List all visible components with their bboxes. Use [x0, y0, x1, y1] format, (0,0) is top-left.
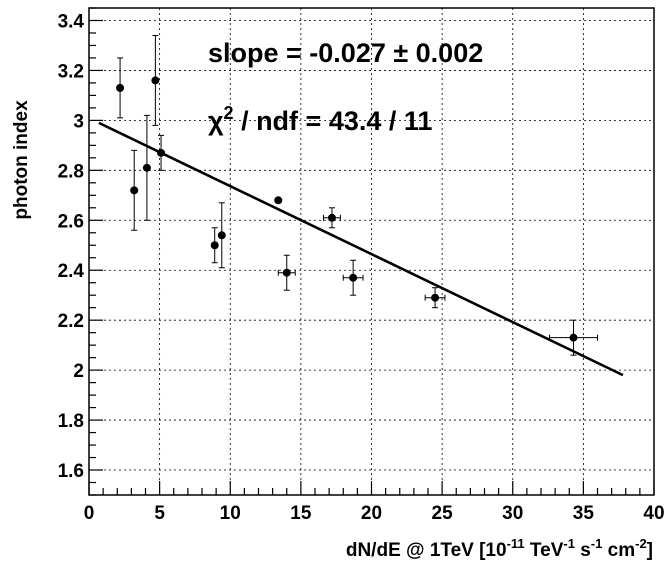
data-point-group	[548, 319, 598, 356]
y-tick-label: 1.6	[58, 461, 84, 482]
data-point	[210, 241, 219, 250]
fit-line-group	[98, 121, 624, 377]
data-points	[116, 34, 598, 356]
x-axis-title: dN/dE @ 1TeV [10-11 TeV-1 s-1 cm-2]	[346, 536, 653, 561]
x-tick-label: 10	[220, 503, 241, 524]
data-point	[327, 213, 336, 222]
x-title-exp2: -1	[563, 536, 575, 551]
data-point-group	[217, 202, 226, 269]
y-tick-label: 3.4	[58, 11, 85, 32]
x-tick-label: 15	[290, 503, 312, 524]
slope-annotation: slope = -0.027 ± 0.002	[208, 38, 483, 68]
axis-ticks	[88, 7, 655, 496]
y-tick-label: 2.6	[58, 211, 84, 232]
chi2-annotation: χ2 / ndf = 43.4 / 11	[208, 103, 432, 136]
x-tick-label: 0	[84, 503, 95, 524]
data-point-group	[142, 114, 151, 221]
data-point-group	[116, 57, 125, 119]
x-tick-label: 30	[502, 503, 523, 524]
data-point	[130, 186, 139, 195]
data-point	[217, 231, 226, 240]
y-axis-tick-labels: 1.6 1.8 2 2.2 2.4 2.6 2.8 3 3.2 3.4	[58, 11, 85, 482]
x-tick-label: 25	[432, 503, 454, 524]
data-point-group	[130, 149, 139, 231]
data-point	[142, 163, 151, 172]
y-tick-label: 2.8	[58, 161, 84, 182]
plot-frame	[88, 7, 655, 496]
y-tick-label: 2.2	[58, 311, 84, 332]
y-tick-label: 3.2	[58, 61, 84, 82]
x-tick-label: 5	[154, 503, 165, 524]
data-point-group	[342, 259, 364, 296]
data-point	[431, 293, 440, 302]
x-tick-label: 35	[573, 503, 595, 524]
x-tick-label: 40	[643, 503, 664, 524]
x-axis-tick-labels: 0 5 10 15 20 25 30 35 40	[84, 503, 665, 524]
x-title-main: dN/dE @ 1TeV [10	[346, 540, 507, 561]
y-tick-label: 1.8	[58, 411, 84, 432]
data-point-group	[157, 134, 166, 171]
x-tick-label: 20	[361, 503, 382, 524]
x-title-unit3: cm	[602, 540, 635, 561]
data-point	[157, 148, 166, 157]
data-point	[151, 76, 160, 85]
x-title-exp1: -11	[507, 536, 525, 551]
x-title-close: ]	[647, 540, 653, 561]
grid-lines	[89, 8, 654, 495]
data-point-group	[322, 207, 341, 229]
data-point	[116, 83, 125, 92]
data-point-group	[151, 34, 160, 126]
y-tick-label: 2.4	[58, 261, 85, 282]
y-tick-label: 3	[73, 111, 84, 132]
x-title-unit2: s	[575, 540, 591, 561]
x-title-unit1: TeV	[525, 540, 564, 561]
y-tick-label: 2	[73, 361, 84, 382]
chi-ndf-text: / ndf = 43.4 / 11	[234, 106, 433, 136]
chi-symbol: χ	[208, 106, 224, 136]
x-title-exp3: -1	[591, 536, 603, 551]
data-point	[274, 196, 283, 205]
data-point-group	[210, 227, 219, 264]
data-point-group	[424, 287, 446, 309]
chi-exponent: 2	[224, 103, 234, 123]
fit-line	[98, 121, 624, 377]
x-title-exp4: -2	[635, 536, 647, 551]
data-point	[282, 268, 291, 277]
data-point	[569, 333, 578, 342]
data-point-group	[277, 254, 296, 291]
data-point-group	[274, 196, 283, 205]
data-point	[349, 273, 358, 282]
y-axis-title: photon index	[11, 100, 32, 220]
